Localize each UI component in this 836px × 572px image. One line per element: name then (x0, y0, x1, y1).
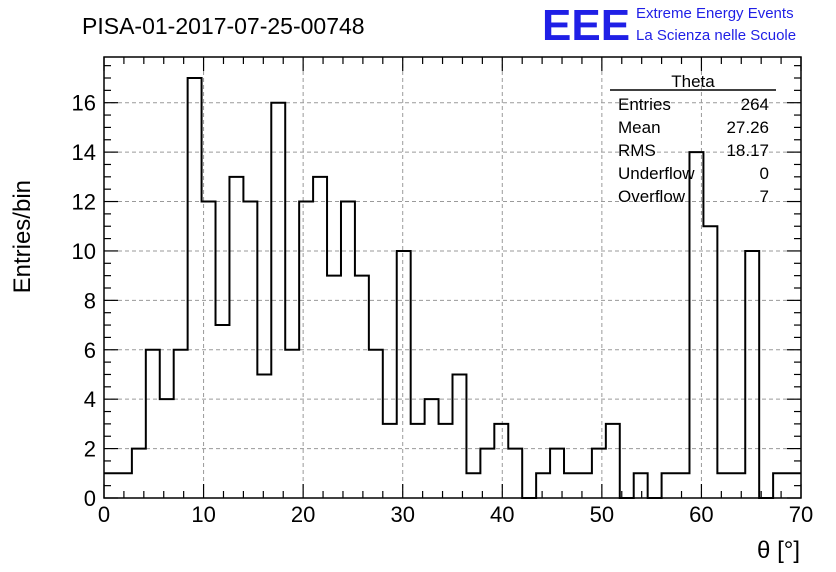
histogram-bins (104, 78, 801, 498)
histogram-bin (703, 226, 717, 498)
y-tick-label: 2 (84, 437, 96, 462)
histogram-bin (146, 350, 160, 498)
histogram-bin (480, 449, 494, 498)
y-tick-labels: 0 2 4 6 8 10 12 14 16 (72, 91, 96, 511)
y-tick-label: 6 (84, 338, 96, 363)
x-tick-label: 70 (789, 502, 813, 527)
histogram-bin (731, 473, 745, 498)
logo-line-2: La Scienza nelle Scuole (636, 27, 796, 44)
y-tick-label: 0 (84, 486, 96, 511)
histogram-bin (188, 78, 202, 498)
histogram-bin (397, 251, 411, 498)
y-tick-label: 10 (72, 239, 96, 264)
stats-label: Entries (618, 95, 671, 114)
histogram-outline (104, 77, 801, 499)
histogram-bin (118, 473, 132, 498)
x-tick-label: 60 (689, 502, 713, 527)
y-tick-label: 8 (84, 288, 96, 313)
eee-logo: EEE Extreme Energy Events La Scienza nel… (542, 1, 796, 50)
histogram-bin (285, 350, 299, 498)
histogram-bin (466, 473, 480, 498)
stats-value: 27.26 (726, 118, 769, 137)
logo-line-1: Extreme Energy Events (636, 5, 794, 22)
histogram-bin (564, 473, 578, 498)
histogram-bin (662, 473, 676, 498)
stats-label: Mean (618, 118, 661, 137)
histogram-bin (773, 473, 787, 498)
histogram-bin (216, 325, 230, 498)
stats-title: Theta (671, 72, 715, 91)
stats-label: RMS (618, 141, 656, 160)
histogram-bin (257, 374, 271, 498)
histogram-bin (174, 350, 188, 498)
x-tick-label: 40 (490, 502, 514, 527)
histogram-bin (132, 449, 146, 498)
x-tick-label: 0 (98, 502, 110, 527)
stats-box: Theta Entries 264 Mean 27.26 RMS 18.17 Underfl… (610, 72, 776, 206)
x-tick-label: 50 (590, 502, 614, 527)
x-axis-label: θ [°] (757, 537, 800, 564)
histogram-bin (634, 473, 648, 498)
stats-label: Underflow (618, 164, 695, 183)
histogram-bin (355, 276, 369, 498)
histogram-bin (717, 473, 731, 498)
histogram-bin (494, 424, 508, 498)
histogram-bin (550, 449, 564, 498)
logo-mark: EEE (542, 1, 630, 50)
stats-value: 18.17 (726, 141, 769, 160)
stats-value: 0 (760, 164, 769, 183)
chart-title: PISA-01-2017-07-25-00748 (82, 13, 365, 39)
histogram-bin (383, 424, 397, 498)
histogram-bin (592, 449, 606, 498)
histogram-bin (369, 350, 383, 498)
histogram-bin (745, 251, 759, 498)
x-tick-label: 10 (191, 502, 215, 527)
histogram-bin (439, 424, 453, 498)
histogram-bin (411, 424, 425, 498)
x-tick-labels: 0 10 20 30 40 50 60 70 (98, 502, 813, 527)
y-tick-label: 16 (72, 91, 96, 116)
y-tick-label: 12 (72, 190, 96, 215)
stats-label: Overflow (618, 187, 686, 206)
histogram-bin (578, 473, 592, 498)
histogram-bin (676, 473, 690, 498)
histogram-bin (313, 177, 327, 498)
histogram-bin (508, 449, 522, 498)
y-tick-label: 14 (72, 140, 96, 165)
axis-ticks (103, 57, 802, 499)
grid-lines (104, 57, 801, 498)
histogram-bin (327, 276, 341, 498)
y-axis-label: Entries/bin (9, 180, 36, 293)
x-tick-label: 30 (390, 502, 414, 527)
plot-frame (103, 56, 802, 499)
x-tick-label: 20 (291, 502, 315, 527)
histogram-bin (606, 424, 620, 498)
histogram-bin (453, 374, 467, 498)
stats-value: 7 (760, 187, 769, 206)
histogram-bin (229, 177, 243, 498)
y-tick-label: 4 (84, 387, 96, 412)
stats-value: 264 (741, 95, 769, 114)
histogram-bin (536, 473, 550, 498)
